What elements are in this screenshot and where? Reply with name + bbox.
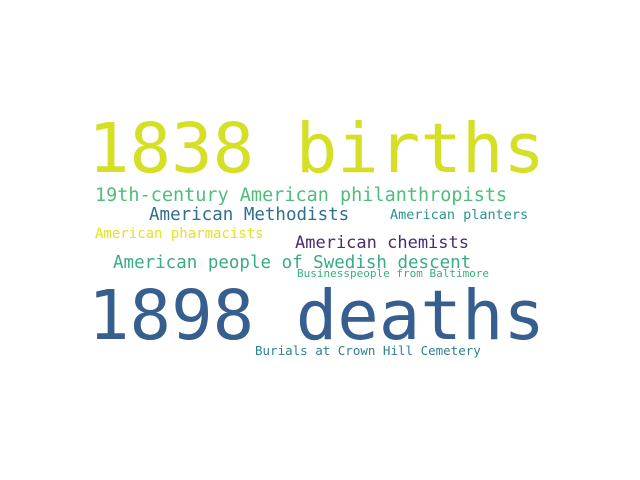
word-american-methodists: American Methodists [149,205,350,225]
word-1898-deaths: 1898 deaths [88,276,545,356]
word-burials-at-crown-hill-cemetery: Burials at Crown Hill Cemetery [255,343,481,358]
word-american-people-of-swedish-descent: American people of Swedish descent [113,253,472,273]
word-1838-births: 1838 births [88,109,545,189]
word-american-pharmacists: American pharmacists [95,226,264,242]
word-businesspeople-from-baltimore: Businesspeople from Baltimore [297,267,490,280]
word-american-chemists: American chemists [295,233,469,253]
word-american-planters: American planters [390,207,529,223]
word-19th-century-american-philanthropists: 19th-century American philanthropists [95,185,508,206]
